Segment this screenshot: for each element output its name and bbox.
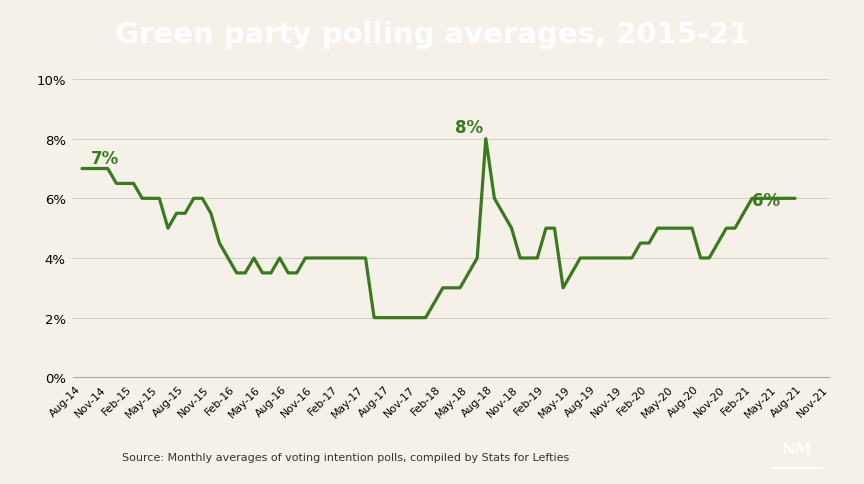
Text: Source: Monthly averages of voting intention polls, compiled by Stats for Leftie: Source: Monthly averages of voting inten… (122, 452, 569, 462)
Text: Green party polling averages, 2015-21: Green party polling averages, 2015-21 (115, 21, 749, 49)
Text: 6%: 6% (753, 192, 780, 210)
Text: NM: NM (782, 442, 812, 455)
Text: 8%: 8% (454, 119, 483, 136)
Text: 7%: 7% (91, 150, 119, 167)
